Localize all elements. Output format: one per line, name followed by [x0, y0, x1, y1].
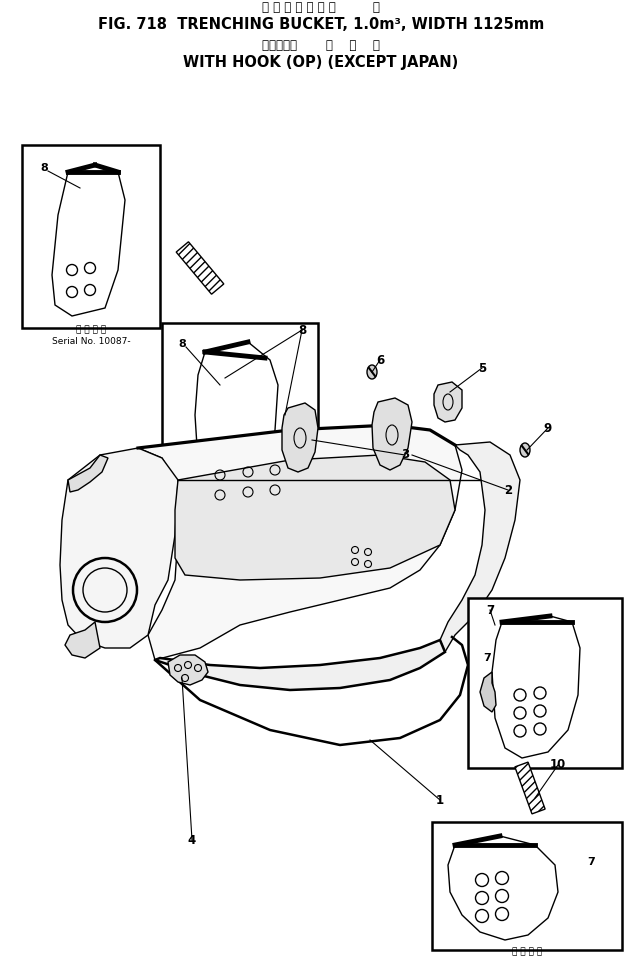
Text: 8: 8: [40, 163, 48, 173]
Bar: [432, 822, 622, 950]
Text: 9: 9: [544, 422, 552, 434]
Polygon shape: [175, 455, 455, 580]
Text: フック付き       海    外    向: フック付き 海 外 向: [262, 39, 380, 52]
Text: FIG. 718  TRENCHING BUCKET, 1.0m³, WIDTH 1125mm: FIG. 718 TRENCHING BUCKET, 1.0m³, WIDTH …: [98, 17, 544, 32]
Text: 1: 1: [436, 793, 444, 807]
Text: Serial No. 10087-: Serial No. 10087-: [51, 337, 131, 346]
Polygon shape: [480, 672, 496, 712]
Polygon shape: [448, 836, 558, 940]
Polygon shape: [60, 448, 178, 648]
Text: 適 用 予 選: 適 用 予 選: [512, 947, 542, 956]
Polygon shape: [372, 398, 412, 470]
Polygon shape: [168, 655, 208, 685]
Text: 7: 7: [483, 653, 491, 663]
Polygon shape: [195, 342, 278, 503]
Text: WITH HOOK (OP) (EXCEPT JAPAN): WITH HOOK (OP) (EXCEPT JAPAN): [183, 55, 458, 70]
Bar: [515, 762, 545, 814]
Text: 2: 2: [504, 483, 512, 497]
Text: 8: 8: [298, 323, 306, 337]
Text: 6: 6: [376, 354, 384, 366]
Polygon shape: [282, 403, 318, 472]
Text: 10: 10: [550, 759, 566, 771]
Text: 7: 7: [587, 857, 595, 867]
Text: 軽 作 業 バ ケ ッ ト         幅: 軽 作 業 バ ケ ッ ト 幅: [262, 1, 380, 14]
Bar: [162, 323, 318, 513]
Polygon shape: [440, 442, 520, 652]
Polygon shape: [65, 622, 100, 658]
Polygon shape: [68, 455, 108, 492]
Text: 8: 8: [178, 339, 186, 349]
Bar: [468, 598, 622, 768]
Bar: [22, 145, 160, 328]
Text: 適 用 予 選: 適 用 予 選: [76, 325, 106, 334]
Text: 4: 4: [188, 833, 196, 847]
Text: 7: 7: [486, 603, 494, 617]
Polygon shape: [492, 616, 580, 758]
Polygon shape: [155, 640, 445, 690]
Ellipse shape: [367, 365, 377, 379]
Polygon shape: [138, 425, 462, 660]
Ellipse shape: [520, 443, 530, 457]
Text: 3: 3: [401, 449, 409, 461]
Polygon shape: [434, 382, 462, 422]
Text: 5: 5: [478, 362, 486, 375]
Polygon shape: [52, 165, 125, 316]
Bar: [176, 242, 224, 294]
